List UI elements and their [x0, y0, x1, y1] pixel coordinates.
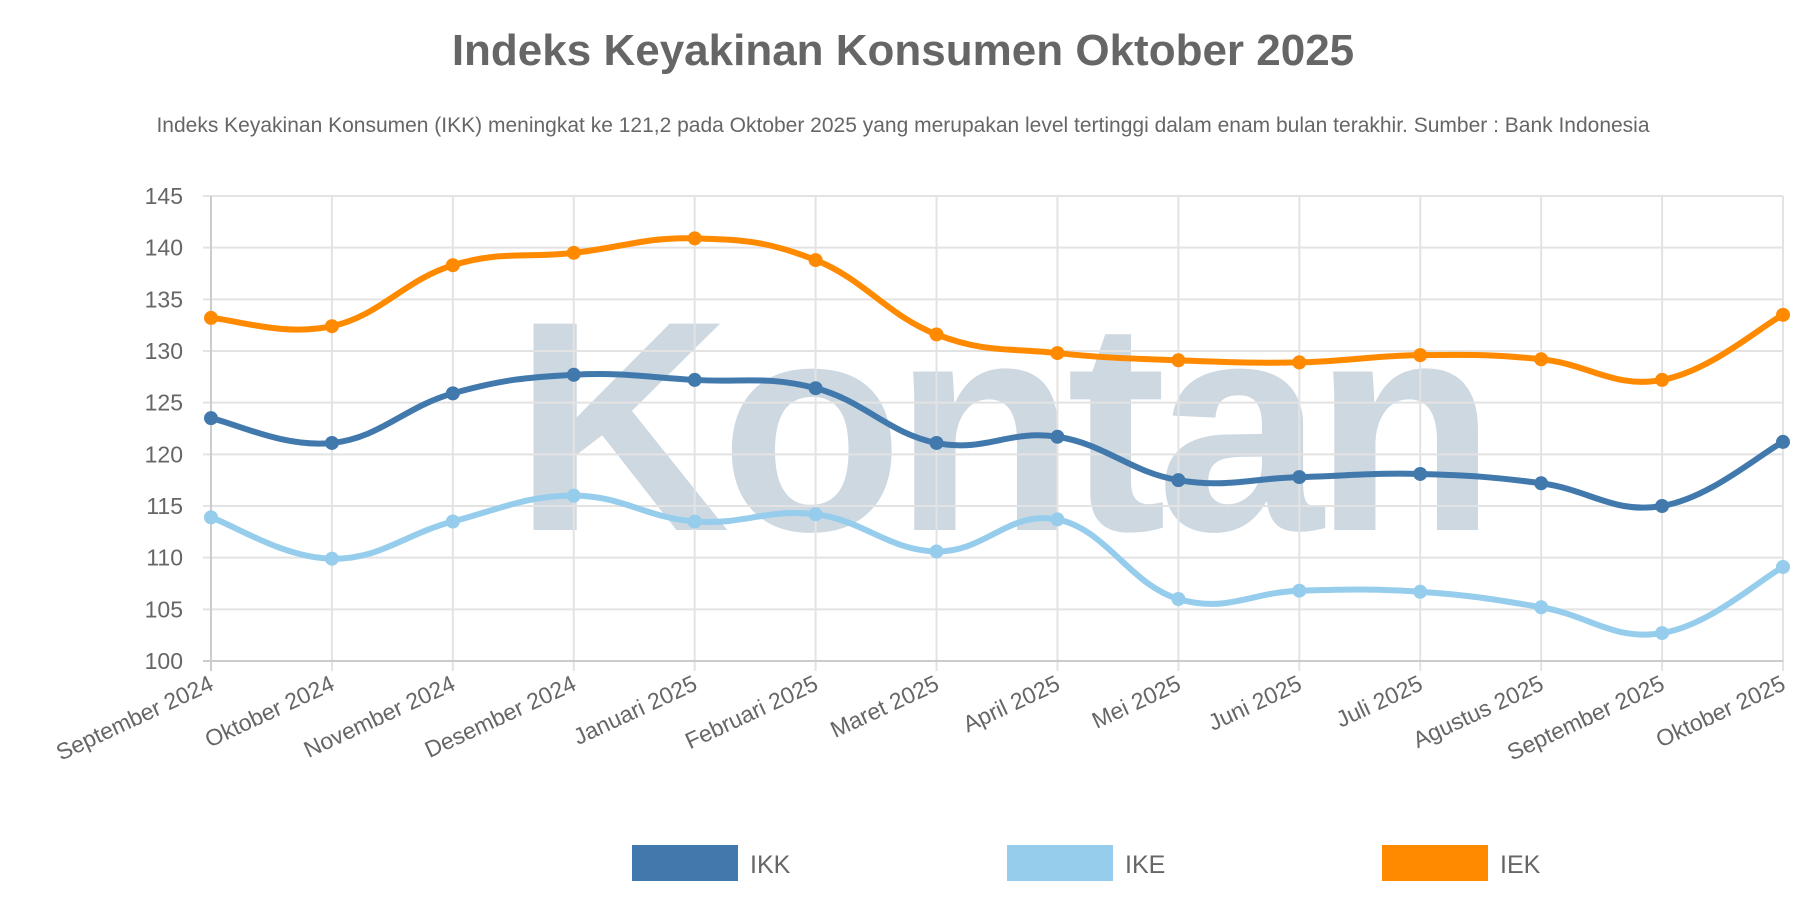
data-point-iek [1534, 352, 1549, 367]
y-tick-label: 120 [145, 441, 183, 467]
legend-swatch-iek [1382, 845, 1488, 881]
data-point-iek [1050, 346, 1065, 361]
data-point-ike [445, 514, 460, 529]
data-point-iek [324, 319, 339, 334]
x-tick-label: Mei 2025 [1088, 670, 1185, 734]
watermark-logo: Kontan [513, 258, 1486, 594]
data-point-ikk [1655, 499, 1670, 513]
data-point-ikk [808, 381, 823, 396]
chart-title: Indeks Keyakinan Konsumen Oktober 2025 [451, 26, 1355, 75]
chart-subtitle: Indeks Keyakinan Konsumen (IKK) meningka… [156, 114, 1650, 137]
data-point-iek [204, 310, 218, 325]
y-tick-label: 140 [145, 235, 183, 261]
y-tick-label: 100 [145, 648, 183, 674]
y-tick-label: 145 [145, 183, 183, 209]
x-tick-label: Februari 2025 [681, 670, 822, 754]
y-tick-label: 105 [145, 596, 183, 622]
legend-label-iek: IEK [1500, 851, 1541, 879]
data-point-ike [929, 544, 944, 559]
data-point-ike [1050, 512, 1065, 527]
legend-label-ike: IKE [1125, 851, 1165, 879]
data-point-iek [1655, 372, 1670, 387]
data-point-ike [566, 488, 581, 503]
data-point-iek [929, 327, 944, 342]
y-tick-label: 130 [145, 338, 183, 364]
y-tick-label: 110 [146, 545, 183, 571]
x-tick-label: Maret 2025 [826, 670, 942, 743]
data-point-ikk [204, 411, 218, 426]
data-point-ikk [1292, 470, 1307, 485]
data-point-ikk [1171, 473, 1186, 488]
x-tick-label: September 2024 [52, 670, 217, 766]
data-point-ikk [1534, 476, 1549, 491]
data-point-ike [1776, 559, 1790, 574]
legend-label-ikk: IKK [750, 851, 791, 879]
data-point-ike [1655, 626, 1670, 641]
data-point-iek [1171, 353, 1186, 368]
data-point-ike [1534, 600, 1549, 615]
series-line-iek [210, 235, 1785, 385]
series-line-ikk [210, 371, 1785, 511]
data-point-ike [1413, 584, 1428, 599]
data-point-ikk [566, 367, 581, 382]
y-tick-label: 135 [145, 286, 183, 312]
data-point-ike [687, 514, 702, 529]
data-point-iek [808, 253, 823, 268]
data-point-iek [687, 231, 702, 246]
data-point-ike [1292, 583, 1307, 598]
data-point-ikk [445, 386, 460, 401]
data-point-ikk [929, 435, 944, 450]
x-tick-label: Juni 2025 [1204, 670, 1305, 736]
x-tick-label: Oktober 2025 [1652, 670, 1789, 752]
data-point-iek [1776, 307, 1790, 322]
y-tick-label: 115 [146, 493, 183, 519]
series-line-ike [209, 492, 1785, 638]
y-tick-label: 125 [145, 390, 183, 416]
data-point-ikk [324, 435, 339, 450]
data-point-ikk [687, 372, 702, 387]
x-tick-label: Juli 2025 [1332, 670, 1426, 732]
data-point-ike [324, 551, 339, 566]
legend-swatch-ikk [632, 845, 738, 881]
data-point-ikk [1413, 466, 1428, 481]
data-point-ike [808, 507, 823, 522]
legend-swatch-ike [1007, 845, 1113, 881]
x-tick-label: April 2025 [959, 670, 1064, 737]
x-tick-label: Januari 2025 [569, 670, 701, 750]
data-point-iek [1413, 348, 1428, 363]
data-point-ikk [1050, 429, 1065, 444]
data-point-ikk [1776, 434, 1790, 449]
data-point-iek [566, 245, 581, 260]
data-point-ike [204, 510, 218, 525]
data-point-iek [1292, 355, 1307, 370]
data-point-ike [1171, 592, 1186, 606]
data-point-iek [445, 258, 460, 273]
